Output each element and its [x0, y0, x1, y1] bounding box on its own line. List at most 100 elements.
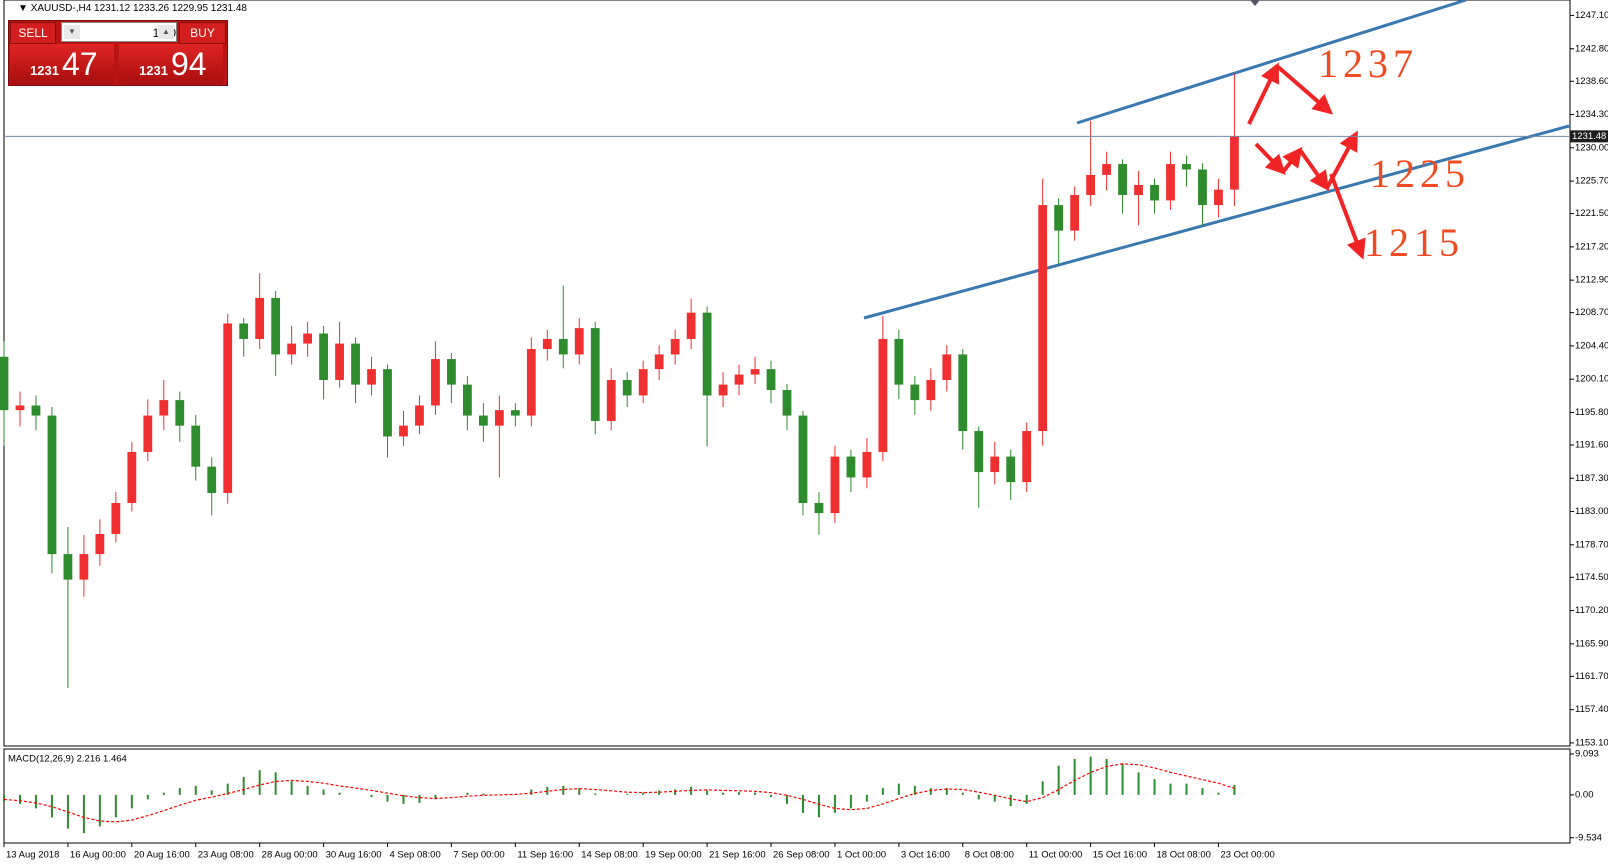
arrow	[1275, 64, 1334, 115]
candle-body	[606, 379, 616, 421]
candle-body	[0, 356, 9, 411]
y-tick-label: 9.093	[1575, 748, 1599, 759]
sell-button[interactable]: SELL	[10, 22, 56, 44]
candle-body	[1038, 205, 1048, 432]
y-tick-label: 1242.80	[1575, 43, 1608, 54]
candle-body	[1054, 205, 1064, 231]
candle-body	[526, 349, 536, 416]
candle-body	[191, 425, 201, 467]
arrow	[1281, 146, 1303, 174]
candle-body	[798, 415, 808, 504]
arrow	[1254, 142, 1286, 175]
candle-body	[175, 400, 185, 426]
sell-price-pips: 47	[62, 46, 98, 82]
y-tick-label: 1191.60	[1575, 439, 1608, 450]
candle-body	[1230, 136, 1239, 190]
chart-title: XAUUSD-,H4 1231.12 1233.26 1229.95 1231.…	[30, 3, 247, 14]
candle-body	[207, 466, 217, 493]
candle-body	[47, 415, 57, 555]
candle-body	[255, 297, 265, 339]
x-tick-label: 7 Sep 00:00	[453, 850, 504, 861]
candle-body	[31, 405, 41, 416]
buy-price[interactable]: 1231 94	[119, 44, 223, 84]
lot-decrease[interactable]: ▼	[64, 25, 80, 39]
candle-body	[574, 328, 584, 355]
y-tick-label: 1170.20	[1575, 605, 1608, 616]
candle-body	[79, 554, 89, 580]
chart-header: ▼ XAUUSD-,H4 1231.12 1233.26 1229.95 123…	[18, 3, 247, 14]
candle-body	[542, 338, 552, 350]
candle-body	[958, 354, 968, 432]
forecast-arrows	[1247, 62, 1366, 260]
y-tick-label: 1204.40	[1575, 340, 1608, 351]
y-tick-label: 1178.70	[1575, 539, 1608, 550]
lot-input[interactable]: ▼ 1.00 ▲	[61, 22, 177, 42]
buy-price-big: 1231	[139, 63, 168, 78]
candle-body	[159, 400, 169, 416]
candle-body	[830, 456, 840, 514]
y-tick-label: 1230.00	[1575, 142, 1608, 153]
candle-body	[734, 374, 744, 385]
y-tick-label: 1157.40	[1575, 704, 1608, 715]
y-tick-label: 0.00	[1575, 789, 1594, 800]
candle-body	[750, 369, 760, 375]
y-tick-label: 1217.20	[1575, 241, 1608, 252]
candle-body	[1006, 456, 1016, 483]
candle-body	[622, 379, 632, 396]
sell-price-big: 1231	[30, 63, 59, 78]
candle-body	[287, 343, 297, 355]
period-marker	[1250, 0, 1260, 6]
x-tick-label: 11 Sep 16:00	[517, 850, 573, 861]
candle-body	[415, 405, 424, 426]
arrow	[1247, 62, 1280, 125]
candle-body	[63, 554, 73, 580]
candle-body	[303, 333, 313, 344]
x-tick-label: 18 Oct 08:00	[1157, 850, 1211, 861]
candle-body	[351, 343, 360, 385]
candle-body	[990, 456, 1000, 473]
x-tick-label: 11 Oct 00:00	[1029, 850, 1083, 861]
sell-price[interactable]: 1231 47	[10, 44, 114, 84]
y-tick-label: 1208.70	[1575, 307, 1608, 318]
candle-body	[494, 410, 504, 426]
candle-body	[383, 369, 392, 437]
x-tick-label: 26 Sep 08:00	[773, 850, 830, 861]
candle-body	[319, 333, 328, 380]
candle-body	[431, 359, 440, 406]
x-tick-label: 30 Aug 16:00	[326, 850, 382, 861]
candle-body	[1182, 164, 1191, 170]
one-click-trading-panel: SELL ▼ 1.00 ▲ BUY 1231 47 1231 94	[8, 20, 228, 86]
candle-body	[1150, 184, 1159, 201]
y-tick-label: 1165.90	[1575, 638, 1608, 649]
buy-button[interactable]: BUY	[179, 22, 226, 44]
candle-body	[367, 369, 376, 385]
y-tick-label: 1195.80	[1575, 407, 1608, 418]
x-tick-label: 21 Sep 16:00	[709, 850, 766, 861]
candle-body	[878, 338, 888, 452]
candle-body	[766, 369, 776, 391]
candle-body	[862, 451, 872, 478]
x-tick-label: 3 Oct 16:00	[901, 850, 950, 861]
macd-title: MACD(12,26,9) 2.216 1.464	[8, 754, 127, 765]
annotation: 1225	[1370, 151, 1470, 196]
candle-body	[926, 379, 936, 401]
candle-body	[558, 338, 568, 355]
candle-body	[702, 312, 712, 396]
y-tick-label: 1225.70	[1575, 176, 1608, 187]
candle-body	[1166, 164, 1175, 201]
candle-body	[239, 323, 249, 339]
buy-price-pips: 94	[171, 46, 207, 82]
channel-lower	[863, 124, 1570, 320]
y-tick-label: 1212.90	[1575, 275, 1608, 286]
candle-body	[15, 405, 25, 411]
current-price-label: 1231.48	[1572, 131, 1606, 142]
candle-body	[1198, 169, 1207, 206]
candle-body	[399, 425, 408, 437]
candle-body	[686, 312, 696, 339]
candle-body	[894, 338, 904, 385]
candle-body	[127, 451, 137, 504]
x-tick-label: 14 Sep 08:00	[581, 850, 638, 861]
candle-body	[1086, 174, 1096, 196]
lot-increase[interactable]: ▲	[158, 25, 174, 39]
x-tick-label: 15 Oct 16:00	[1093, 850, 1147, 861]
